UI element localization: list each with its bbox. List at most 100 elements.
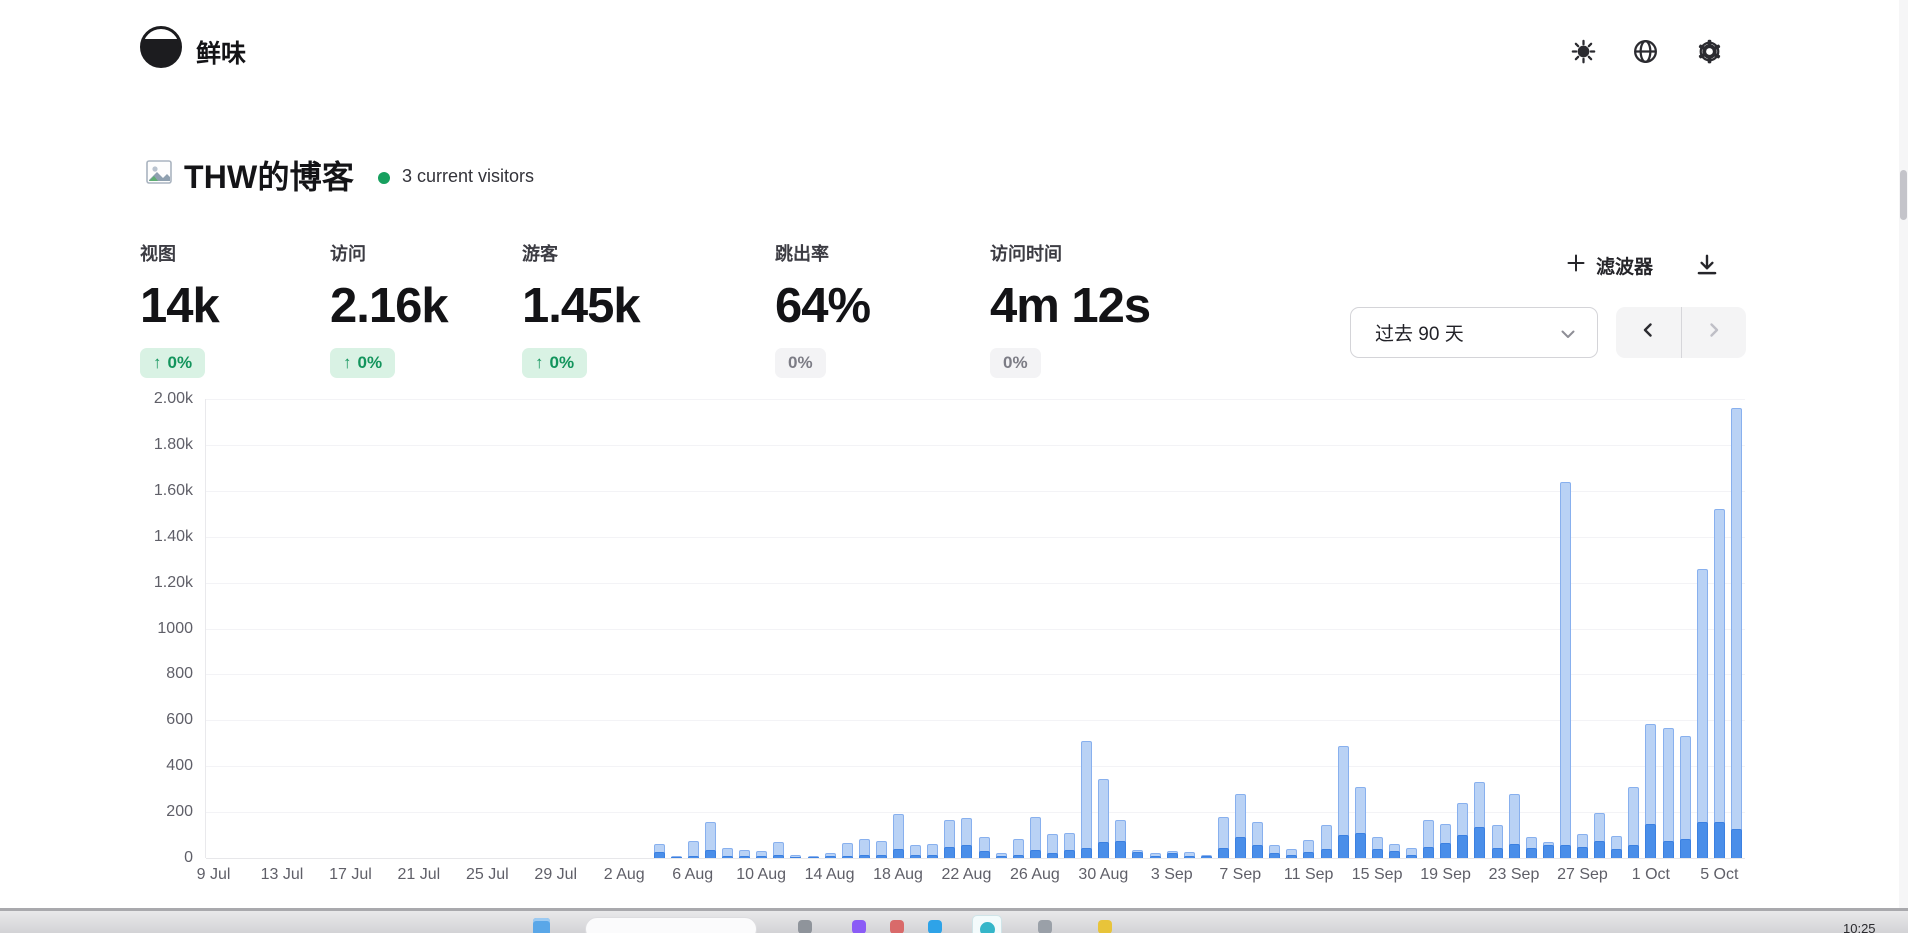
views-bar [1577,833,1588,858]
views-bar [1662,728,1674,858]
visitors-bar [1388,851,1400,858]
taskbar-icon[interactable] [852,920,866,933]
metric-label: 访问 [330,244,366,264]
views-bar [1457,802,1469,858]
gridline [206,444,1745,446]
previous-period-button[interactable] [1616,307,1681,358]
visitors-bar [739,855,751,858]
views-bar [1730,408,1742,858]
scrollbar-track[interactable] [1899,0,1908,933]
taskbar-search-box[interactable] [585,917,757,933]
gridline [206,674,1745,676]
visitors-bar [1645,823,1657,858]
x-axis-tick-label: 30 Aug [1078,866,1129,883]
visitors-bar [1696,822,1708,858]
taskbar-active-app[interactable] [972,915,1002,933]
visitors-bar [1012,854,1024,858]
visitors-bar [824,855,836,858]
x-axis-tick-label: 5 Oct [1700,866,1739,883]
taskbar-icon[interactable] [1098,920,1112,933]
y-axis-tick-label: 600 [166,711,193,729]
y-axis-tick-label: 1.60k [153,481,193,499]
metric-value: 4m 12s [990,279,1151,333]
views-bar [1081,740,1093,858]
taskbar-icon[interactable] [890,920,904,933]
x-axis-tick-label: 13 Jul [260,866,304,883]
visitors-bar [893,848,904,858]
visitors-bar [1046,853,1058,858]
views-bar [687,840,699,858]
views-bar [858,838,870,858]
visitors-bar [1423,846,1435,858]
visitors-bar [670,856,682,858]
visitors-bar [1679,838,1691,858]
theme-toggle-button[interactable] [1570,38,1597,65]
metric-change-badge: 0% [775,348,826,378]
taskbar-icon[interactable] [1038,920,1052,933]
views-bar [893,814,904,858]
visitors-bar [1132,852,1144,858]
visitors-bar [1713,822,1725,858]
y-axis-tick-label: 200 [166,803,193,821]
visitors-bar [978,851,990,858]
x-axis-tick-label: 15 Sep [1351,866,1403,883]
visitors-bar [961,845,973,858]
taskbar-icon[interactable] [798,920,812,933]
views-bar [1354,786,1366,858]
views-bar [1406,847,1417,858]
visitors-bar [1474,827,1486,858]
x-axis-tick-label: 18 Aug [873,866,923,883]
views-bar [1235,793,1246,858]
next-period-button[interactable] [1682,307,1747,358]
visitors-bar [756,855,768,858]
metric-value: 14k [140,279,220,333]
views-bar [739,849,751,858]
views-bar [1098,778,1110,858]
visitors-bar [1730,829,1742,858]
metric-label: 视图 [140,244,176,264]
gridline [206,536,1745,538]
visitors-bar [1217,847,1229,858]
chevron-left-icon [1640,322,1656,343]
taskbar-app-icon[interactable] [533,918,550,933]
views-bar [1525,837,1537,858]
views-bar [1645,723,1657,858]
window-bottom-edge [0,908,1908,911]
metric-change-value: 0% [788,353,813,372]
metric-change-value: 0% [357,353,383,372]
x-axis-tick-label: 26 Aug [1009,866,1060,883]
gridline [206,812,1745,814]
windows-taskbar: 10:25 [0,911,1908,933]
metric-card-visitors: 游客 1.45k ↑ 0% [522,240,712,378]
visitors-bar [1559,845,1571,858]
live-visitors-dot [378,172,390,184]
visitors-bar [1303,852,1315,858]
gridline [206,490,1745,492]
visitors-bar [1149,855,1161,858]
visitors-bar [1406,854,1417,858]
visitors-bar [1628,845,1640,858]
chart-y-axis: 2.00k 1.80k 1.60k 1.40k 1.20k 1000 800 600 400 20… [0,390,193,866]
scrollbar-thumb[interactable] [1900,170,1907,220]
views-bar [1286,848,1298,858]
settings-button[interactable] [1696,38,1723,65]
taskbar-icon[interactable] [928,920,942,933]
views-bar [944,820,956,858]
chart-plot [205,399,1745,859]
views-bar [1491,824,1503,858]
visitors-bar [944,846,956,858]
add-filter-button[interactable]: 滤波器 [1566,252,1653,279]
visitors-bar [773,854,785,858]
export-button[interactable] [1694,252,1720,278]
views-bar [1423,820,1435,858]
visitors-bar [1508,844,1520,858]
language-button[interactable] [1632,38,1659,65]
live-visitors-label: 3 current visitors [402,166,535,186]
visitors-bar [1098,841,1110,858]
download-icon [1694,254,1720,282]
y-axis-tick-label: 1.20k [153,573,193,591]
x-axis-tick-label: 29 Jul [534,866,578,883]
views-bar [1064,832,1075,858]
date-range-select[interactable]: 过去 90 天 [1350,307,1598,358]
